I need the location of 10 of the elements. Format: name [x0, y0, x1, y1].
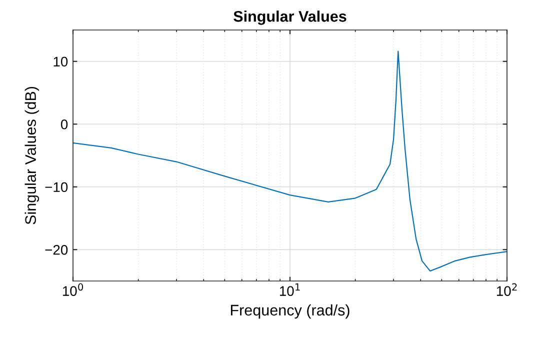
y-tick-label: 0 [60, 119, 68, 130]
x-tick-label: 10$^{0}$ [62, 283, 84, 296]
x-axis-title: Frequency (rad/s) [230, 304, 350, 319]
y-tick-label: −10 [45, 182, 68, 192]
y-tick-label: −20 [45, 244, 68, 255]
x-tick-label: 10$^{1}$ [280, 283, 300, 296]
y-axis-title: Singular Values (dB) [24, 86, 40, 224]
x-tick-label: 10$^{2}$ [496, 283, 517, 296]
chart-title: Singular Values [234, 10, 346, 25]
y-tick-label: 10 [54, 56, 68, 67]
